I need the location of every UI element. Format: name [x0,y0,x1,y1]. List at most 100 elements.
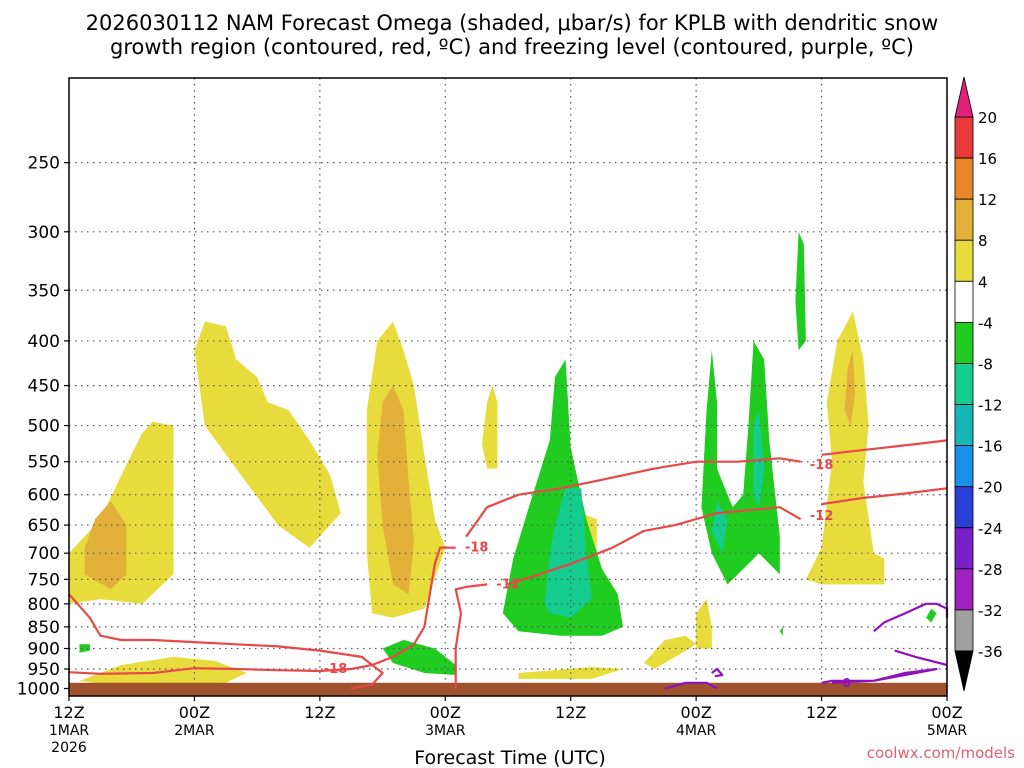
x-tick-label: 4MAR [676,723,717,739]
y-tick-label: 350 [28,281,60,301]
omega-region-4 [377,385,414,595]
x-tick-label: 00Z [430,703,461,722]
freezing-level-contour-4 [894,649,948,667]
colorbar-band [954,321,974,364]
colorbar-label: 16 [978,150,997,168]
freezing-level-contour-0 [664,681,718,690]
omega-region-8 [643,635,697,669]
y-tick-label: 700 [28,544,60,564]
colorbar-band [954,445,974,488]
dgz-contour-6 [821,487,948,506]
colorbar-label: 4 [978,273,988,291]
credit-text: coolwx.com/models [867,744,1015,762]
omega-region-22 [779,626,783,636]
dgz-contour-2 [821,439,948,456]
y-tick-label: 1000 [17,679,60,699]
omega-region-11 [844,350,855,426]
y-tick-label: 900 [28,640,60,660]
chart-title-line-2: growth region (contoured, red, ºC) and f… [110,35,914,59]
colorbar-band [954,486,974,529]
omega-region-1 [84,501,127,590]
dgz-contour-label: -12 [810,509,834,524]
colorbar-label: 12 [978,191,997,209]
dgz-contour-4 [454,583,488,689]
colorbar-band [954,609,974,652]
ground-band [69,682,947,696]
colorbar-label: -4 [978,314,993,332]
colorbar-label: -36 [978,643,1003,661]
colorbar-label: -12 [978,397,1003,415]
freezing-level-contour-1 [711,667,724,678]
x-tick-label: 12Z [53,703,84,722]
colorbar-band [954,404,974,447]
colorbar-label: -8 [978,355,993,373]
y-tick-label: 600 [28,486,60,506]
omega-region-15 [382,640,456,675]
y-tick-label: 300 [28,223,60,243]
chart-title: 2026030112 NAM Forecast Omega (shaded, μ… [86,11,939,59]
y-tick-label: 450 [28,377,60,397]
x-tick-label: 5MAR [927,723,968,739]
dgz-contour-5 [507,506,802,586]
colorbar-label: -28 [978,561,1003,579]
colorbar-top-arrow [954,76,974,118]
omega-region-10 [805,311,885,585]
x-tick-label: 00Z [680,703,711,722]
freezing-level-contour-2 [821,667,938,684]
colorbar-band [954,363,974,405]
colorbar-band [954,157,974,200]
x-tick-label: 2026 [51,740,87,756]
colorbar-band [954,198,974,241]
y-tick-label: 650 [28,516,60,536]
x-tick-label: 00Z [931,703,962,722]
x-tick-label: 2MAR [174,723,215,739]
y-tick-label: 500 [28,417,60,437]
plot-frame [68,77,948,697]
y-tick-label: 250 [28,154,60,174]
freezing-contour-label: 0 [842,676,850,690]
y-axis: 2503003504004505005506006507007508008509… [17,154,69,699]
colorbar-label: 8 [978,232,988,250]
x-tick-label: 3MAR [425,723,466,739]
omega-region-20 [795,231,806,351]
x-axis-label: Forecast Time (UTC) [414,747,605,768]
colorbar-band [954,116,974,159]
y-tick-label: 950 [28,660,60,680]
y-tick-label: 550 [28,453,60,473]
colorbar-band [954,568,974,611]
colorbar-label: 20 [978,109,997,127]
colorbar-label: -16 [978,438,1003,456]
colorbar-label: -24 [978,520,1003,538]
colorbar-band [954,280,974,323]
omega-region-19 [753,410,765,508]
dgz-contour-label: -18 [324,662,348,677]
colorbar-band [954,527,974,570]
y-tick-label: 750 [28,570,60,590]
y-tick-label: 800 [28,595,60,615]
colorbar-label: -20 [978,479,1003,497]
y-tick-label: 850 [28,618,60,638]
x-tick-label: 12Z [806,703,837,722]
plot-area: -18 -18 -18 -12 -12 0 [68,77,949,697]
dgz-contour-3 [68,593,384,690]
dgz-contour-1 [465,457,801,538]
x-tick-label: 1MAR [49,723,90,739]
y-tick-label: 400 [28,332,60,352]
colorbar-band [954,239,974,282]
dgz-contour-label: -12 [496,577,519,592]
omega-region-21 [926,608,937,623]
omega-region-16 [79,644,90,653]
omega-region-2 [194,321,341,548]
dgz-contour-label: -18 [810,458,834,473]
x-tick-label: 12Z [304,703,335,722]
x-tick-label: 12Z [555,703,586,722]
colorbar: 20 16 12 8 4 -4 -8 -12 -16 -20 -24 -28 -32 -36 [954,76,1003,692]
x-tick-label: 00Z [179,703,210,722]
chart-title-line-1: 2026030112 NAM Forecast Omega (shaded, μ… [86,11,939,35]
dgz-contour-label: -18 [465,541,489,556]
colorbar-bottom-arrow [954,650,974,692]
colorbar-label: -32 [978,602,1003,620]
omega-region-9 [696,599,712,649]
